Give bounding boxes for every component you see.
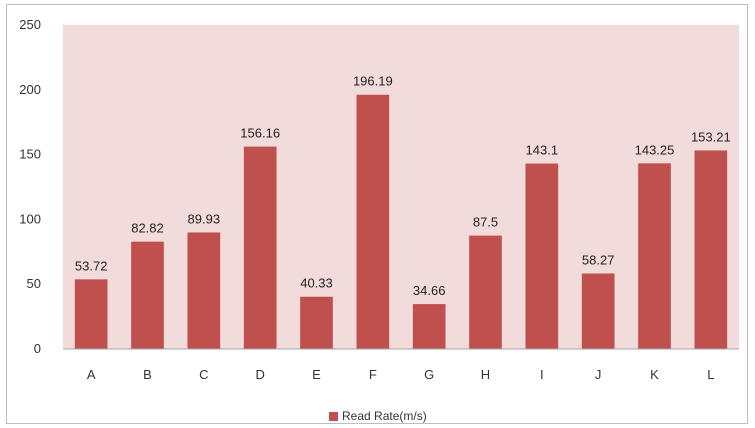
bar (356, 94, 390, 349)
x-tick-label: J (595, 367, 602, 382)
bar (300, 296, 333, 349)
bar (469, 235, 502, 349)
y-tick-label: 100 (19, 211, 41, 226)
plot-area (63, 25, 739, 349)
x-tick-label: F (369, 367, 377, 382)
data-label: 87.5 (473, 215, 498, 230)
y-tick-label: 0 (34, 341, 41, 356)
data-label: 89.93 (188, 211, 221, 226)
y-axis-ticks: 0 50 100 150 200 250 (19, 17, 41, 356)
data-label: 196.19 (353, 74, 393, 89)
x-tick-label: B (143, 367, 152, 382)
bar-chart: 0 50 100 150 200 250 53.72 82.82 89.93 156.16 40.… (19, 17, 739, 382)
data-label: 58.27 (582, 252, 615, 267)
bar (131, 241, 164, 349)
x-tick-label: L (707, 367, 714, 382)
bar (581, 273, 615, 349)
legend-swatch (329, 411, 338, 421)
bars (74, 94, 728, 349)
chart-frame: 0 50 100 150 200 250 53.72 82.82 89.93 156.16 40.… (6, 4, 748, 424)
bar (187, 232, 221, 349)
x-tick-label: A (87, 367, 96, 382)
data-label: 53.72 (75, 258, 108, 273)
x-tick-label: D (255, 367, 264, 382)
x-tick-label: E (312, 367, 321, 382)
data-label: 143.25 (635, 142, 675, 157)
x-axis-ticks: A B C D E F G H I J K L (87, 367, 715, 382)
bar (525, 163, 559, 349)
y-tick-label: 200 (19, 82, 41, 97)
x-tick-label: H (481, 367, 490, 382)
y-tick-label: 50 (27, 276, 41, 291)
legend-label: Read Rate(m/s) (342, 409, 427, 423)
bar (243, 146, 277, 349)
data-label: 82.82 (131, 221, 164, 236)
data-label: 40.33 (300, 276, 333, 291)
bar (638, 163, 671, 349)
bar (694, 150, 728, 349)
data-label: 34.66 (413, 283, 446, 298)
x-tick-label: C (199, 367, 208, 382)
bar (412, 304, 446, 349)
data-label: 156.16 (240, 126, 280, 141)
data-label: 153.21 (691, 129, 731, 144)
data-label: 143.1 (526, 143, 559, 158)
x-tick-label: I (540, 367, 544, 382)
bar (74, 279, 108, 349)
y-tick-label: 250 (19, 17, 41, 32)
y-tick-label: 150 (19, 147, 41, 162)
data-labels: 53.72 82.82 89.93 156.16 40.33 196.19 34.66 87.… (75, 74, 731, 298)
x-tick-label: K (650, 367, 659, 382)
legend: Read Rate(m/s) (329, 409, 427, 423)
x-tick-label: G (424, 367, 434, 382)
